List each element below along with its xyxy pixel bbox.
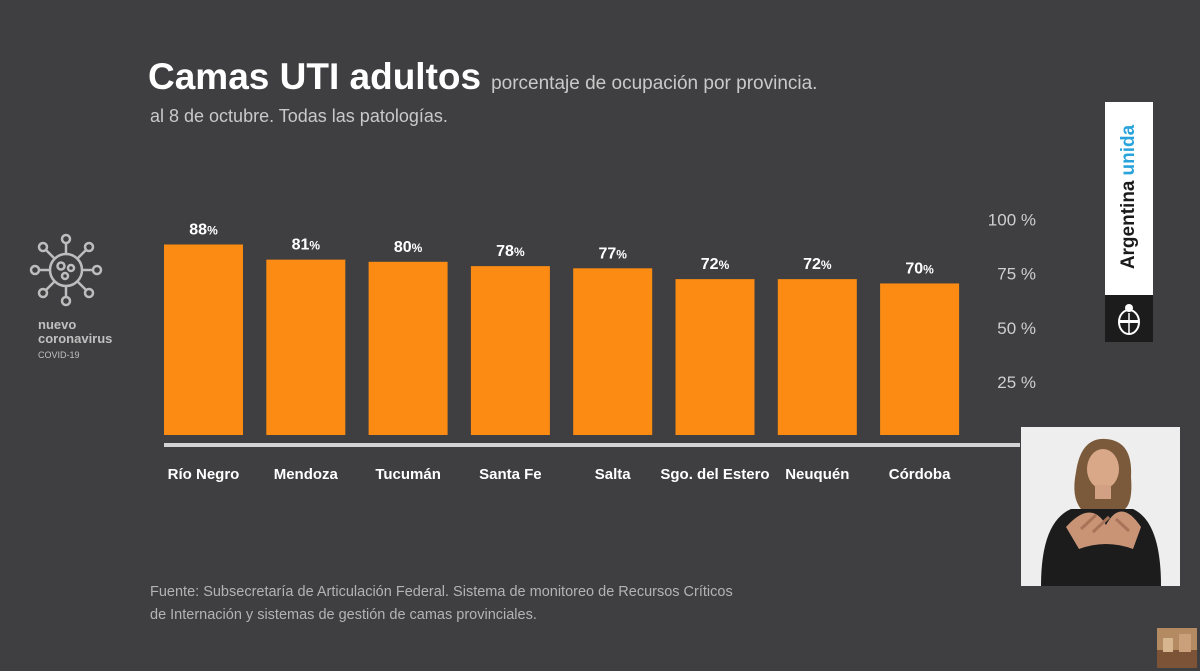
x-tick-label: Córdoba — [889, 466, 951, 483]
bar — [470, 266, 550, 435]
chart-title: Camas UTI adultos — [148, 56, 482, 97]
x-tick-label: Salta — [595, 466, 632, 483]
brand-word-unida: unida — [1118, 124, 1140, 176]
building-thumbnail — [1157, 628, 1197, 668]
coat-of-arms-icon — [1105, 295, 1153, 342]
y-tick-label: 75 % — [997, 265, 1036, 284]
bar — [368, 261, 448, 435]
badge-line-3: COVID-19 — [38, 350, 80, 360]
chart-title-line: Camas UTI adultos porcentaje de ocupación… — [148, 56, 817, 98]
x-tick-label: Tucumán — [375, 466, 441, 483]
source-note: Fuente: Subsecretaría de Articulación Fe… — [150, 581, 733, 627]
bar — [573, 268, 653, 435]
x-tick-label: Santa Fe — [479, 466, 542, 483]
coronavirus-badge — [28, 232, 138, 317]
brand-word-argentina: Argentina — [1118, 180, 1140, 270]
bar — [266, 259, 346, 435]
argentina-unida-wordmark: Argentina unida — [1105, 102, 1153, 292]
x-tick-label: Mendoza — [274, 466, 339, 483]
x-tick-label: Río Negro — [168, 466, 240, 483]
x-tick-label: Neuquén — [785, 466, 849, 483]
source-line-1: Fuente: Subsecretaría de Articulación Fe… — [150, 584, 733, 600]
y-tick-label: 50 % — [997, 319, 1036, 338]
bar — [675, 279, 755, 435]
bar-value-label: 81% — [292, 237, 321, 254]
bar — [777, 279, 857, 435]
badge-line-2: coronavirus — [38, 331, 113, 346]
y-tick-label: 25 % — [997, 373, 1036, 392]
source-line-2: de Internación y sistemas de gestión de … — [150, 607, 537, 623]
bar — [880, 283, 960, 435]
interpreter-figure — [1021, 427, 1180, 586]
bar-value-label: 80% — [394, 239, 423, 256]
bar-value-label: 78% — [496, 243, 525, 260]
x-tick-label: Sgo. del Estero — [660, 466, 769, 483]
chart-subtitle: al 8 de octubre. Todas las patologías. — [150, 106, 448, 126]
badge-line-1: nuevo — [38, 317, 77, 332]
bar-value-label: 70% — [905, 260, 934, 277]
bar-value-label: 72% — [701, 256, 730, 273]
chart-title-suffix: porcentaje de ocupación por provincia. — [491, 73, 818, 94]
bar-value-label: 88% — [189, 221, 218, 238]
sign-language-interpreter-video — [1021, 427, 1180, 586]
y-tick-label: 100 % — [988, 211, 1036, 230]
bar-value-label: 77% — [598, 245, 627, 262]
virus-icon — [29, 233, 103, 307]
bar-value-label: 72% — [803, 256, 832, 273]
coronavirus-badge-text: nuevo coronavirus COVID-19 — [38, 318, 112, 362]
bar — [164, 244, 243, 435]
